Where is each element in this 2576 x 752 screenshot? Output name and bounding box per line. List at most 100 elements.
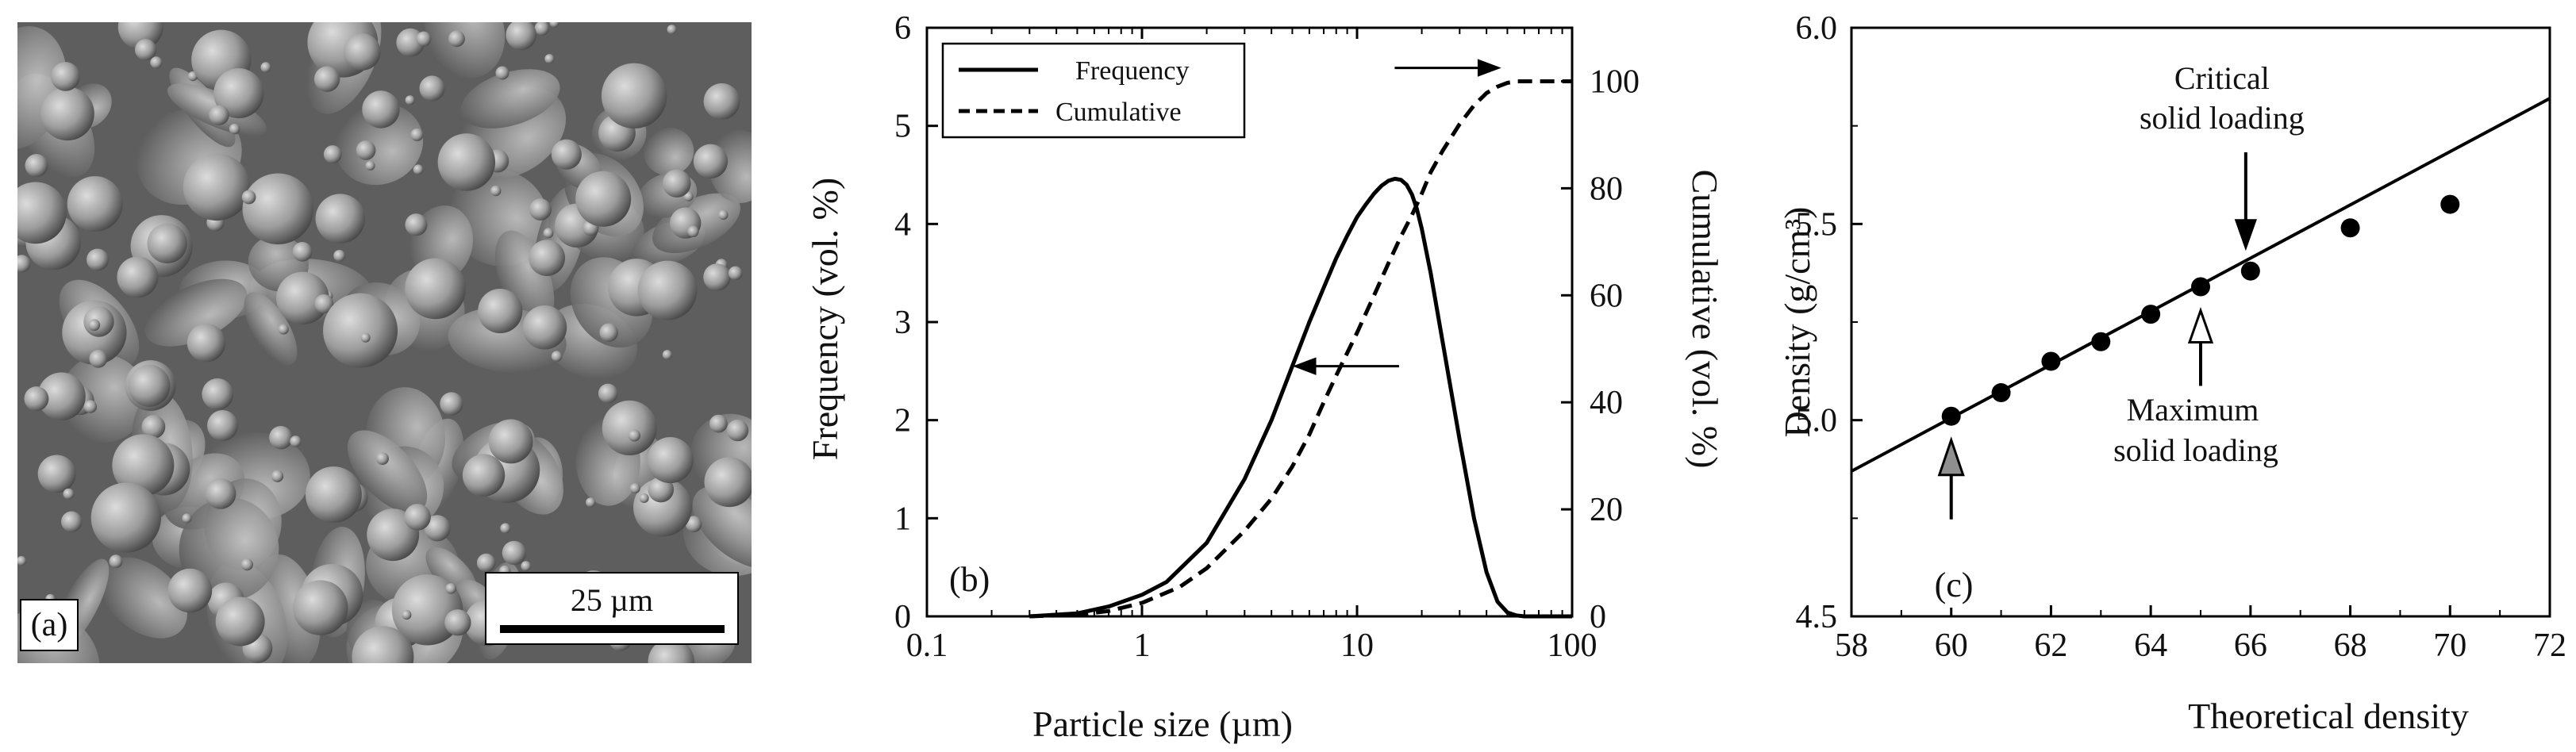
sem-particle-sphere — [186, 324, 226, 363]
sem-particle-sphere — [150, 56, 163, 69]
sem-particle-sphere — [109, 554, 123, 569]
sem-particle-sphere — [314, 294, 334, 313]
sem-particle-sphere — [404, 504, 431, 531]
psd-series-cumulative — [1029, 79, 1572, 619]
sem-particle-sphere — [405, 213, 428, 236]
maximum-label-line2: solid loading — [2113, 432, 2278, 468]
psd-y-tick-label: 2 — [894, 403, 911, 439]
sem-particle-sphere — [728, 266, 743, 281]
density-tick-labels: 58 60 62 64 66 68 70 72 4.5 5.0 5.5 6.0 — [1796, 10, 2567, 664]
sem-particles — [17, 22, 752, 663]
psd-y-tick-label: 1 — [894, 501, 911, 537]
sem-particle-sphere — [726, 419, 749, 442]
density-annotations: Critical solid loading Maximum solid loadin… — [1937, 60, 2305, 520]
sem-particle-sphere — [462, 454, 506, 497]
sem-particle-sphere — [502, 540, 526, 566]
panel-a-label: (a) — [31, 607, 68, 643]
sem-particle-sphere — [360, 332, 371, 343]
sem-particle-sphere — [242, 173, 314, 245]
density-y-tick-label: 5.0 — [1796, 403, 1838, 439]
psd-y2-tick-label: 100 — [1590, 63, 1640, 100]
psd-y2-tick-label: 20 — [1590, 492, 1623, 528]
sem-particle-sphere — [167, 568, 213, 613]
sem-particle-sphere — [522, 305, 567, 350]
sem-particle-sphere — [448, 30, 465, 48]
sem-particle-sphere — [495, 66, 509, 80]
sem-particle-sphere — [323, 293, 398, 368]
sem-particle-sphere — [500, 523, 511, 534]
sem-particle-sphere — [709, 414, 728, 433]
sem-particle-sphere — [213, 68, 264, 119]
sem-particle-sphere — [662, 350, 672, 360]
psd-legend: Frequency Cumulative — [941, 42, 1246, 139]
density-x-tick-label: 72 — [2533, 627, 2566, 664]
sem-particle-sphere — [543, 228, 554, 239]
sem-particle-sphere — [376, 452, 389, 466]
sem-particle-sphere — [685, 516, 702, 532]
sem-particle-sphere — [628, 429, 640, 442]
density-data-point — [2041, 351, 2061, 371]
density-data-point — [2240, 261, 2260, 281]
sem-particle-sphere — [40, 86, 94, 141]
sem-particle-sphere — [416, 31, 432, 47]
critical-arrow-head — [2234, 219, 2257, 251]
sem-particle-sphere — [405, 95, 415, 106]
sem-particle-sphere — [551, 139, 582, 170]
sem-particle-sphere — [391, 574, 463, 646]
sem-particle-blob — [692, 485, 752, 569]
sem-particle-sphere — [440, 392, 463, 416]
gray-arrow-head — [1937, 436, 1965, 477]
sem-particle-blob — [244, 292, 298, 366]
sem-particle-sphere — [365, 160, 375, 171]
sem-particle-sphere — [25, 154, 48, 178]
sem-particle-sphere — [410, 128, 424, 141]
sem-particle-sphere — [662, 169, 691, 198]
density-series — [1851, 97, 2551, 473]
sem-particle-sphere — [506, 22, 537, 51]
sem-particle-blob — [60, 355, 148, 443]
sem-particle-sphere — [90, 482, 161, 553]
sem-particle-sphere — [667, 25, 677, 35]
sem-particle-sphere — [88, 319, 101, 332]
density-data-point — [2440, 194, 2460, 214]
sem-particle-sphere — [215, 597, 265, 646]
density-x-tick-label: 70 — [2433, 627, 2466, 664]
sem-particle-sphere — [549, 22, 559, 28]
sem-particle-sphere — [343, 33, 381, 71]
sem-particle-sphere — [290, 435, 302, 447]
sem-particle-sphere — [599, 323, 618, 342]
sem-particle-sphere — [575, 171, 632, 227]
legend-frequency-label: Frequency — [1075, 56, 1190, 86]
cumulative-arrow-head — [1477, 59, 1501, 77]
sem-particle-sphere — [83, 400, 98, 413]
density-data-point — [2141, 305, 2161, 324]
sem-particle-sphere — [352, 626, 414, 663]
sem-particle-sphere — [586, 497, 596, 508]
sem-particle-sphere — [63, 488, 75, 500]
density-x-tick-label: 64 — [2134, 627, 2167, 664]
density-axes — [1850, 26, 2551, 618]
psd-x-tick-label: 100 — [1548, 627, 1598, 664]
psd-series — [1029, 79, 1572, 619]
psd-y2-axis-title: Cumulative (vol. %) — [1685, 170, 1725, 469]
psd-x-tick-label: 10 — [1340, 627, 1374, 664]
sem-particle-sphere — [276, 271, 329, 325]
scale-bar — [500, 625, 725, 633]
sem-particle-sphere — [601, 63, 667, 129]
sem-particle-sphere — [260, 62, 271, 73]
sem-particle-sphere — [305, 466, 362, 524]
sem-particle-sphere — [444, 609, 471, 636]
density-data-point — [1991, 383, 2011, 403]
sem-particle-blob — [335, 103, 424, 186]
critical-label-line1: Critical — [2174, 60, 2270, 96]
sem-particle-blob — [347, 430, 428, 513]
sem-particle-sphere — [37, 372, 86, 420]
sem-particle-sphere — [17, 182, 67, 244]
sem-particle-sphere — [207, 410, 238, 441]
sem-particle-sphere — [209, 105, 229, 125]
sem-particle-sphere — [424, 515, 451, 542]
density-x-tick-label: 62 — [2034, 627, 2067, 664]
